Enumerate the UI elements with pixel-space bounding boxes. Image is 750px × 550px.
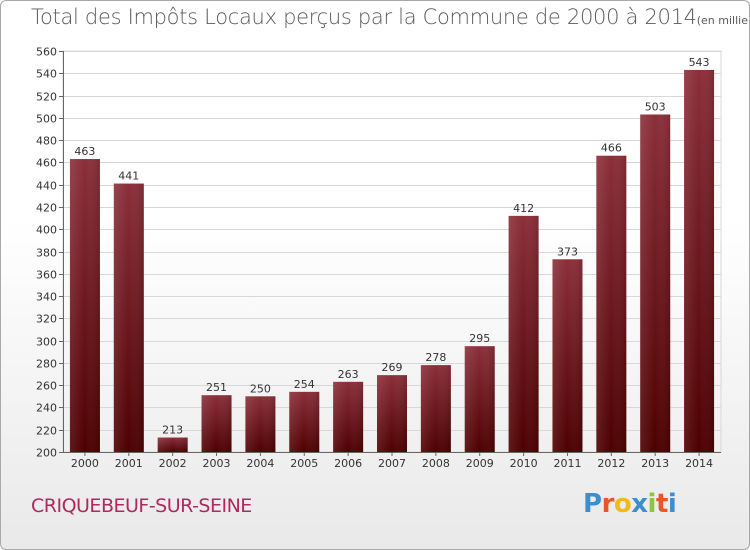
value-label: 269: [382, 361, 403, 374]
bar-shine: [552, 259, 583, 452]
logo-letter: t: [655, 489, 668, 519]
x-tick-label: 2012: [597, 457, 625, 470]
bar-shine: [245, 396, 276, 452]
x-tick-label: 2006: [334, 457, 362, 470]
y-tick-label: 220: [36, 425, 57, 438]
value-label: 278: [425, 351, 446, 364]
y-tick-label: 320: [36, 313, 57, 326]
value-label: 295: [469, 332, 490, 345]
logo-letter: o: [613, 489, 632, 519]
bar-shine: [508, 215, 539, 452]
value-label: 466: [601, 142, 622, 155]
bar-shine: [113, 183, 144, 452]
y-tick-label: 540: [36, 68, 57, 81]
y-tick-label: 440: [36, 180, 57, 193]
bars: 463 441 213 251 250 254 263 269 278 295 412 373 466 5…: [69, 56, 715, 453]
y-tick-label: 380: [36, 247, 57, 260]
x-tick-label: 2000: [71, 457, 99, 470]
value-label: 263: [338, 368, 359, 381]
bar-shine: [640, 114, 671, 452]
value-label: 251: [206, 381, 227, 394]
commune-name: CRIQUEBEUF-SUR-SEINE: [31, 495, 252, 517]
logo-letter: P: [583, 489, 602, 519]
y-tick-label: 480: [36, 135, 57, 148]
bar-shine: [289, 391, 320, 452]
y-tick-label: 300: [36, 336, 57, 349]
x-tick-label: 2004: [246, 457, 274, 470]
chart-title: Total des Impôts Locaux perçus par la Co…: [31, 5, 749, 29]
y-tick-label: 420: [36, 202, 57, 215]
value-label: 543: [689, 56, 710, 69]
value-label: 373: [557, 245, 578, 258]
x-tick-label: 2003: [203, 457, 231, 470]
y-tick-label: 340: [36, 291, 57, 304]
value-label: 213: [162, 424, 183, 437]
value-label: 250: [250, 382, 271, 395]
logo-letter: i: [647, 489, 657, 519]
bar-shine: [157, 437, 188, 452]
y-tick-label: 560: [36, 46, 57, 59]
x-tick-label: 2009: [466, 457, 494, 470]
x-tick-label: 2002: [159, 457, 187, 470]
x-tick-label: 2010: [510, 457, 538, 470]
x-tick-label: 2014: [685, 457, 713, 470]
y-tick-label: 200: [36, 447, 57, 460]
bar-shine: [420, 365, 451, 452]
bar-shine: [69, 159, 100, 452]
y-tick-label: 500: [36, 113, 57, 126]
value-label: 412: [513, 202, 534, 215]
bar-shine: [596, 155, 627, 452]
x-axis: 2000 2001 2002 2003 2004 2005 2006 2007 2008 2009…: [63, 452, 721, 470]
chart-title-main: Total des Impôts Locaux perçus par la Co…: [31, 5, 697, 29]
proxiti-logo[interactable]: Proxiti: [583, 489, 677, 519]
bar-shine: [464, 346, 495, 452]
y-tick-label: 400: [36, 224, 57, 237]
bar-shine: [377, 375, 407, 452]
value-label: 463: [74, 145, 95, 158]
x-tick-label: 2001: [115, 457, 143, 470]
x-tick-label: 2013: [641, 457, 669, 470]
y-tick-label: 280: [36, 358, 57, 371]
value-label: 254: [294, 378, 315, 391]
bar-shine: [684, 69, 715, 453]
y-tick-label: 240: [36, 402, 57, 415]
bar-shine: [333, 381, 364, 452]
y-axis: 200 220 240 260 280 300 320 340 360 380 400 420 440 4…: [36, 46, 64, 460]
bar-shine: [201, 395, 232, 452]
y-tick-label: 260: [36, 380, 57, 393]
value-label: 503: [645, 100, 666, 113]
value-label: 441: [118, 170, 139, 183]
y-tick-label: 460: [36, 157, 57, 170]
x-tick-label: 2007: [378, 457, 406, 470]
x-tick-label: 2005: [290, 457, 318, 470]
logo-letter: x: [631, 489, 648, 519]
y-tick-label: 360: [36, 269, 57, 282]
y-tick-label: 520: [36, 91, 57, 104]
x-tick-label: 2011: [553, 457, 581, 470]
chart-title-unit: (en milliers d'€): [696, 14, 749, 27]
logo-letter: r: [601, 489, 615, 519]
logo-letter: i: [667, 489, 677, 519]
x-tick-label: 2008: [422, 457, 450, 470]
